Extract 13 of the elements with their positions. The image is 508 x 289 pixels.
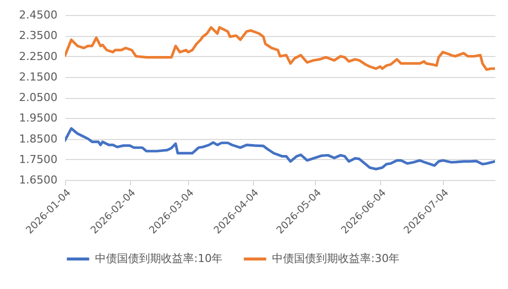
- y-tick-label: 2.0500: [19, 91, 58, 104]
- y-tick-label: 1.7500: [19, 152, 58, 166]
- y-tick-label: 2.1500: [19, 70, 58, 84]
- legend-label: 中债国债到期收益率:30年: [272, 252, 400, 265]
- y-tick-label: 1.6500: [19, 174, 58, 186]
- y-tick-label: 2.3500: [19, 29, 58, 42]
- line-series: [65, 127, 495, 170]
- y-tick-label: 2.2500: [19, 50, 58, 63]
- y-tick-label: 2.4500: [19, 8, 58, 22]
- y-tick-label: 1.8500: [19, 132, 58, 146]
- y-tick-label: 1.9500: [19, 112, 58, 125]
- line-series: [65, 26, 495, 71]
- legend-label: 中债国债到期收益率:10年: [95, 252, 223, 265]
